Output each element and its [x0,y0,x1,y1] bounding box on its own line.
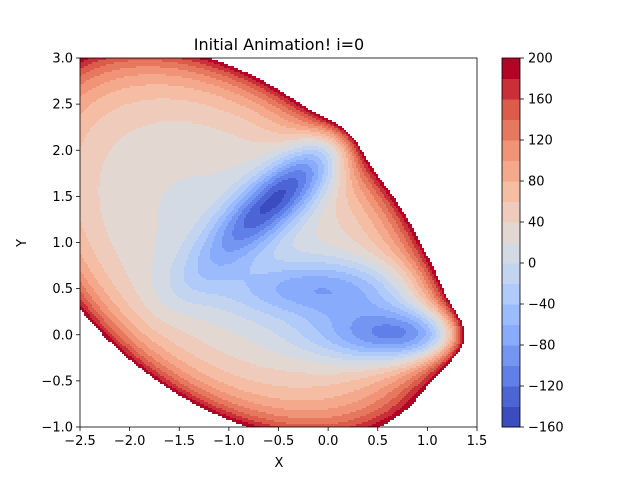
x-tick-label: −2.0 [114,434,146,449]
colorbar-band--100-to--80 [502,345,520,366]
colorbar-band-180-to-200 [502,58,520,79]
chart-title: Initial Animation! i=0 [194,35,364,54]
x-axis: −2.5 −2.0 −1.5 −1.0 −0.5 0.0 0.5 1.0 1.5 [64,427,487,449]
colorbar-band-160-to-180 [502,78,520,100]
y-tick-label: 2.5 [52,98,73,113]
y-tick-label: −1.0 [41,421,73,436]
colorbar-tick-label: −160 [528,421,564,436]
contour-band--60-to--40 [198,154,432,352]
x-tick-label: −1.5 [163,434,195,449]
colorbar-tick-label: −40 [528,298,555,313]
y-tick-label: 3.0 [52,52,73,67]
colorbar-band--60-to--40 [502,304,520,325]
colorbar-tick-label: 0 [528,257,536,272]
y-tick-label: −0.5 [41,374,73,389]
contour-band--100-to--80 [222,164,418,344]
colorbar-band-40-to-60 [502,201,520,223]
colorbar-band-120-to-140 [502,119,520,141]
colorbar-tick-label: 40 [528,216,545,231]
contour-band--20-to-0 [170,146,440,360]
contour-band--40-to--20 [184,150,436,356]
y-axis: −1.0 −0.5 0.0 0.5 1.0 1.5 2.0 2.5 3.0 [41,52,80,436]
colorbar-band-100-to-120 [502,140,520,161]
x-tick-label: −1.0 [213,434,245,449]
contour-band-0-to-20 [152,142,444,366]
contour-band-60-to-80 [80,84,452,400]
colorbar-tick-label: −80 [528,339,555,354]
colorbar-band-140-to-160 [502,99,520,120]
y-tick-label: 0.0 [52,328,73,343]
x-tick-label: 0.0 [318,434,339,449]
colorbar-band--140-to--120 [502,386,520,407]
colorbar-band-0-to-20 [502,242,520,264]
colorbar-band-80-to-100 [502,160,520,182]
x-tick-label: 0.5 [367,434,388,449]
y-axis-label: Y [15,239,30,248]
colorbar-frame [501,57,521,428]
colorbar-band--40-to--20 [502,283,520,305]
colorbar-band--80-to--60 [502,324,520,346]
y-tick-label: 2.0 [52,144,73,159]
colorbar-band--20-to-0 [502,263,520,284]
colorbar-tick-label: 160 [528,93,553,108]
colorbar-band--160-to--140 [502,406,520,428]
colorbar-tick-label: 120 [528,134,553,149]
y-tick-label: 0.5 [52,282,73,297]
x-tick-label: 1.5 [467,434,488,449]
x-tick-label: −0.5 [263,434,295,449]
colorbar: −160 −120 −80 −40 0 40 80 120 160 200 [501,52,564,436]
colorbar-band-20-to-40 [502,222,520,243]
colorbar-tick-label: 80 [528,175,545,190]
colorbar-band-60-to-80 [502,181,520,202]
colorbar-tick-label: 200 [528,52,553,67]
x-tick-label: −2.5 [64,434,96,449]
y-tick-label: 1.0 [52,236,73,251]
contour-band--140-to--120 [244,178,298,228]
colorbar-band--120-to--100 [502,365,520,387]
contour-band--160-to--140 [260,190,286,214]
contour-band-20-to-40 [98,122,446,374]
plot-area [79,57,478,428]
colorbar-tick-label: −120 [528,380,564,395]
x-tick-label: 1.0 [417,434,438,449]
contour-band-40-to-60 [80,98,450,388]
x-axis-label: X [275,456,284,471]
y-tick-label: 1.5 [52,190,73,205]
